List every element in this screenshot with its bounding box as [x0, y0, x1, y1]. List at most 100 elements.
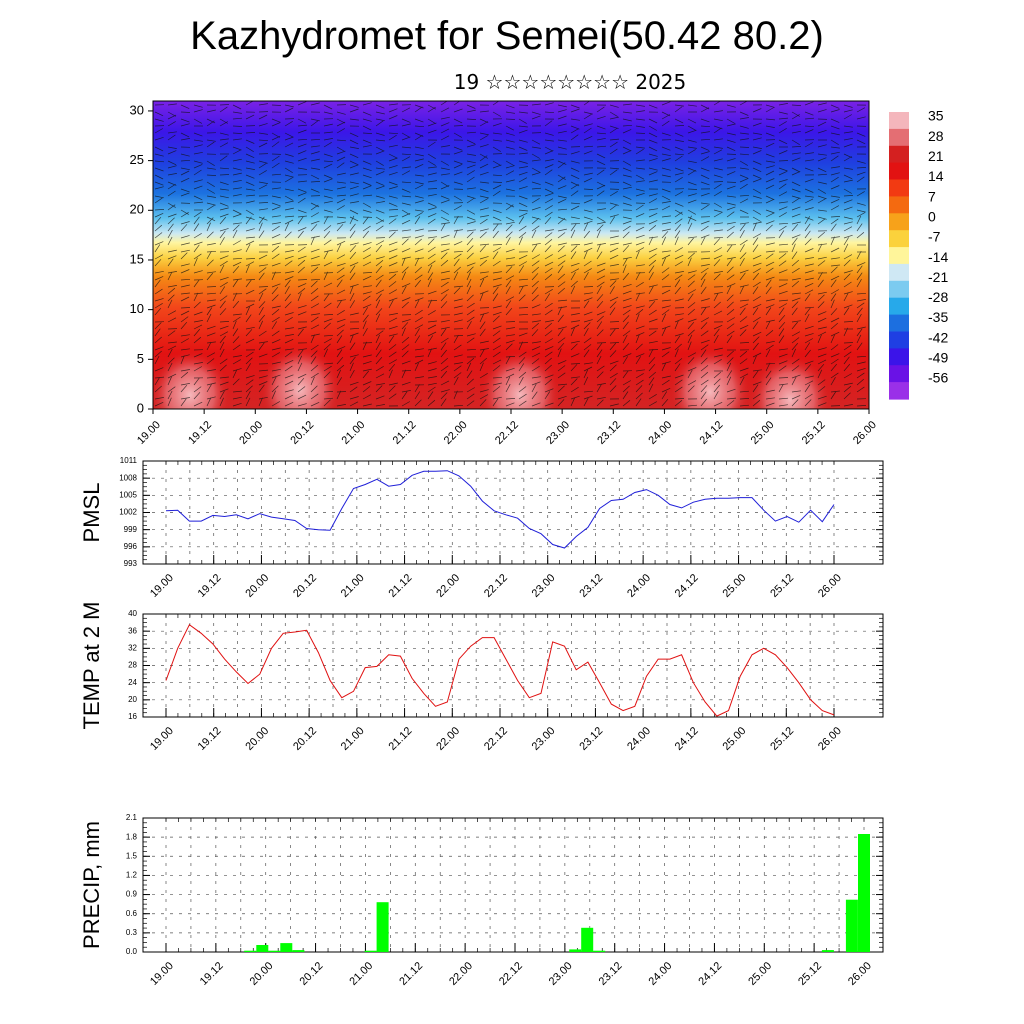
wind-barb [518, 386, 527, 393]
wind-barb [310, 393, 319, 400]
wind-barb [284, 195, 294, 201]
wind-barb [388, 382, 398, 386]
wind-barb [713, 273, 721, 281]
wind-barb [752, 254, 762, 260]
x-tick-label: 26.00 [816, 572, 844, 600]
wind-barb [167, 160, 177, 166]
wind-barb [739, 146, 750, 148]
wind-barb [271, 262, 281, 267]
wind-barb [557, 299, 568, 302]
wind-barb [388, 124, 398, 127]
wind-barb [583, 242, 593, 246]
wind-barb [414, 297, 424, 302]
wind-barb [167, 255, 177, 260]
wind-barb [843, 137, 853, 141]
wind-barb [349, 265, 356, 274]
wind-barb [648, 171, 658, 176]
wind-barb [713, 255, 723, 260]
wind-barb [310, 266, 319, 274]
wind-barb [167, 330, 176, 337]
wind-barb [492, 311, 502, 316]
wind-barb [739, 342, 750, 344]
wind-barb [778, 290, 788, 295]
wind-barb [323, 195, 333, 199]
wind-barb [492, 398, 499, 407]
wind-barb [336, 390, 342, 400]
wind-barb [362, 185, 372, 190]
wind-barb [713, 236, 724, 239]
wind-barb [687, 385, 695, 393]
wind-barb [388, 333, 398, 337]
wind-barb [271, 309, 280, 316]
wind-barb [791, 280, 800, 288]
wind-barb [570, 251, 577, 260]
wind-barb [180, 177, 190, 183]
wind-barb [583, 268, 592, 274]
wind-barb [661, 250, 671, 253]
wind-barb [154, 195, 164, 199]
wind-barb [466, 229, 476, 232]
x-tick-label: 21.12 [387, 725, 415, 753]
wind-barb [609, 191, 618, 197]
wind-barb [596, 384, 602, 393]
wind-barb [739, 132, 749, 135]
wind-barb [687, 270, 697, 274]
wind-barb [726, 294, 734, 302]
wind-barb [362, 403, 372, 407]
wind-barb [752, 303, 762, 309]
y-tick-label: 996 [124, 542, 138, 551]
wind-barb [843, 356, 850, 365]
wind-barb [245, 306, 250, 316]
wind-barb [375, 139, 386, 142]
wind-barb [193, 244, 200, 253]
wind-barb [505, 125, 515, 131]
wind-barb [830, 166, 840, 169]
wind-barb [661, 215, 671, 218]
wind-barb [817, 331, 827, 337]
wind-barb [336, 289, 346, 295]
wind-barb [518, 285, 524, 295]
wind-barb [154, 270, 164, 274]
wind-barb [349, 381, 359, 386]
wind-barb [310, 376, 315, 386]
wind-barb [453, 101, 461, 106]
wind-barb [349, 132, 359, 138]
wind-barb [544, 229, 554, 232]
wind-barb [284, 271, 294, 274]
wind-barb [401, 319, 411, 323]
x-tick-label: 21.00 [339, 725, 367, 753]
wind-barb [362, 394, 372, 400]
precip-bar [569, 949, 582, 952]
wind-barb [349, 354, 359, 358]
wind-barb [752, 272, 760, 281]
wind-barb [765, 402, 775, 407]
wind-barb [843, 221, 853, 225]
precip-bar [581, 927, 594, 952]
wind-barb [297, 373, 307, 379]
wind-barb [752, 286, 759, 295]
wind-barb [583, 300, 590, 309]
wind-barb [518, 212, 528, 218]
wind-barb [557, 360, 567, 365]
wind-barb [310, 385, 318, 393]
wind-barb [830, 299, 835, 309]
wind-barb [544, 254, 553, 260]
wind-barb [388, 248, 398, 253]
wind-barb [479, 163, 489, 169]
wind-barb [531, 139, 541, 145]
wind-barb [817, 272, 823, 281]
wind-barb [427, 153, 436, 159]
wind-barb [791, 376, 797, 386]
wind-barb [388, 363, 396, 372]
wind-barb [544, 302, 553, 309]
wind-barb [505, 221, 515, 225]
wind-barb [362, 194, 373, 197]
wind-barb [609, 296, 619, 302]
wind-barb [232, 240, 241, 246]
wind-barb [687, 334, 693, 344]
wind-barb [219, 331, 229, 337]
wind-barb [440, 101, 448, 106]
wind-barb [648, 139, 658, 144]
wind-barb [414, 134, 423, 141]
wind-barb [427, 391, 434, 400]
